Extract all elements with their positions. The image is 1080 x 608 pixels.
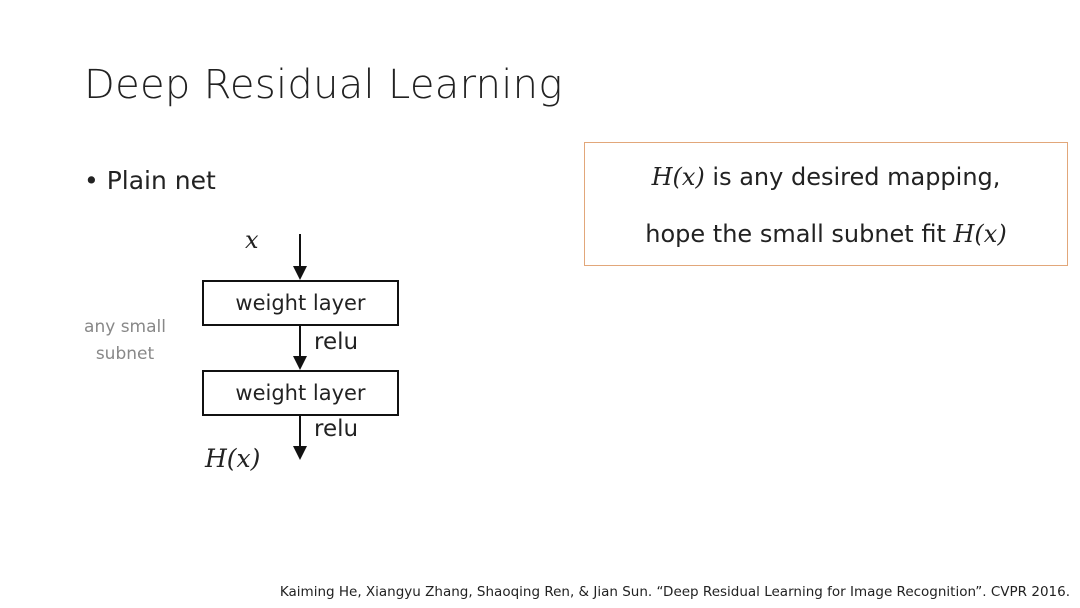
bullet-text: Plain net <box>106 166 216 195</box>
side-label-line2: subnet <box>95 344 155 364</box>
slide-title: Deep Residual Learning <box>84 62 563 108</box>
bullet-plain-net: • Plain net <box>84 166 216 195</box>
weight-layer-1: weight layer <box>202 280 399 326</box>
side-label-line1: any small <box>84 317 166 337</box>
input-x-label: x <box>245 226 259 254</box>
note-line1: H(x) is any desired mapping, <box>585 163 1067 191</box>
note-box: H(x) is any desired mapping, hope the sm… <box>584 142 1068 266</box>
relu-label-2: relu <box>314 416 359 442</box>
weight-layer-2: weight layer <box>202 370 399 416</box>
note-text2: hope the small subnet fit <box>645 220 954 248</box>
arrow-output-head <box>293 446 307 460</box>
note-line2: hope the small subnet fit H(x) <box>585 220 1067 248</box>
arrow-input-head <box>293 266 307 280</box>
side-label: any small subnet <box>70 314 180 368</box>
note-math-hx-2: H(x) <box>953 220 1007 248</box>
note-math-hx: H(x) <box>651 163 705 191</box>
citation: Kaiming He, Xiangyu Zhang, Shaoqing Ren,… <box>279 584 1070 600</box>
output-hx-label: H(x) <box>205 444 261 473</box>
arrow-mid-line <box>299 326 301 358</box>
relu-label-1: relu <box>314 329 359 355</box>
arrow-mid-head <box>293 356 307 370</box>
arrow-output-line <box>299 416 301 448</box>
arrow-input-line <box>299 234 301 268</box>
note-text1: is any desired mapping, <box>704 163 1001 191</box>
